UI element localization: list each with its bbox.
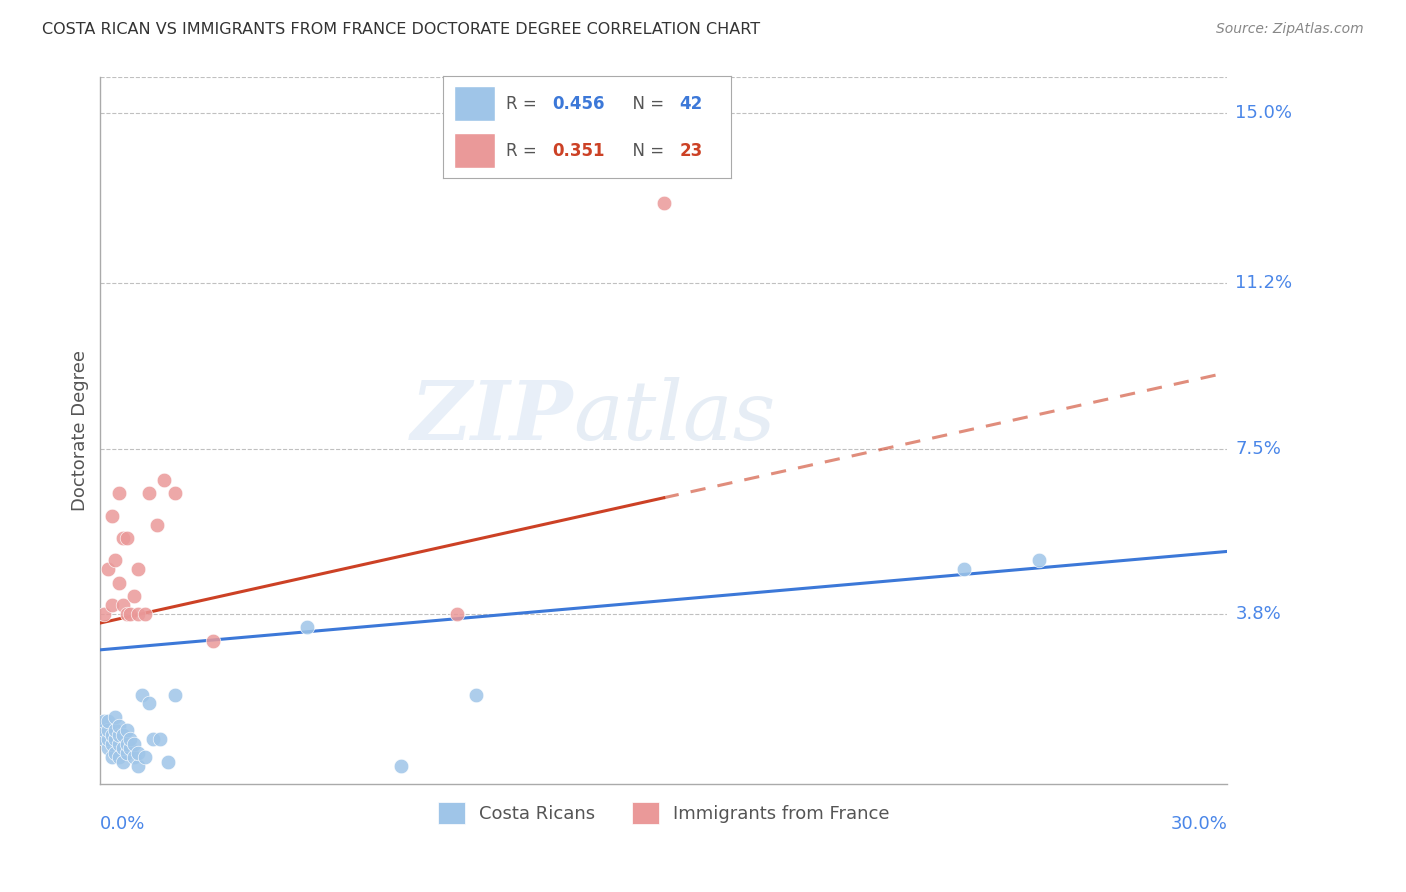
Point	[953, 562, 976, 576]
Point	[115, 737, 138, 751]
Point	[108, 719, 131, 733]
Point	[127, 562, 149, 576]
Point	[108, 728, 131, 742]
Point	[93, 732, 115, 747]
Point	[100, 508, 122, 523]
Point	[97, 741, 120, 756]
Point	[165, 486, 187, 500]
Text: 30.0%: 30.0%	[1170, 815, 1227, 833]
Point	[122, 589, 145, 603]
Point	[127, 759, 149, 773]
Point	[138, 486, 160, 500]
Point	[108, 737, 131, 751]
Point	[108, 486, 131, 500]
Text: 7.5%: 7.5%	[1236, 440, 1281, 458]
Point	[115, 531, 138, 545]
Text: 0.456: 0.456	[553, 95, 605, 112]
Bar	[454, 87, 495, 121]
Point	[131, 688, 153, 702]
Legend: Costa Ricans, Immigrants from France: Costa Ricans, Immigrants from France	[430, 795, 897, 831]
Point	[389, 759, 412, 773]
Point	[100, 737, 122, 751]
Text: R =: R =	[506, 142, 547, 160]
Point	[652, 195, 675, 210]
Point	[97, 723, 120, 738]
Point	[100, 728, 122, 742]
Point	[93, 607, 115, 621]
Point	[149, 732, 172, 747]
Point	[120, 732, 142, 747]
Point	[127, 746, 149, 760]
Text: N =: N =	[621, 142, 669, 160]
Text: 0.0%: 0.0%	[100, 815, 146, 833]
Text: N =: N =	[621, 95, 669, 112]
Point	[108, 575, 131, 590]
Point	[120, 741, 142, 756]
Point	[138, 697, 160, 711]
Point	[295, 620, 318, 634]
Text: COSTA RICAN VS IMMIGRANTS FROM FRANCE DOCTORATE DEGREE CORRELATION CHART: COSTA RICAN VS IMMIGRANTS FROM FRANCE DO…	[42, 22, 761, 37]
Point	[142, 732, 165, 747]
Point	[115, 746, 138, 760]
Point	[165, 688, 187, 702]
Point	[104, 553, 127, 567]
Text: Source: ZipAtlas.com: Source: ZipAtlas.com	[1216, 22, 1364, 37]
Point	[104, 723, 127, 738]
Point	[134, 607, 156, 621]
Point	[108, 750, 131, 764]
Point	[465, 688, 488, 702]
Point	[97, 562, 120, 576]
Point	[104, 746, 127, 760]
Point	[145, 517, 167, 532]
Point	[111, 531, 134, 545]
Text: 15.0%: 15.0%	[1236, 104, 1292, 122]
Text: 3.8%: 3.8%	[1236, 605, 1281, 623]
Point	[93, 723, 115, 738]
Point	[104, 732, 127, 747]
Point	[1028, 553, 1050, 567]
Point	[111, 741, 134, 756]
Text: R =: R =	[506, 95, 547, 112]
Point	[104, 710, 127, 724]
Point	[202, 633, 225, 648]
Text: ZIP: ZIP	[411, 376, 574, 457]
Point	[97, 732, 120, 747]
Point	[134, 750, 156, 764]
Text: 23: 23	[679, 142, 703, 160]
Y-axis label: Doctorate Degree: Doctorate Degree	[72, 351, 89, 511]
Point	[122, 737, 145, 751]
Text: 42: 42	[679, 95, 703, 112]
Point	[100, 750, 122, 764]
Text: atlas: atlas	[574, 376, 776, 457]
Point	[115, 723, 138, 738]
Point	[122, 750, 145, 764]
Point	[97, 714, 120, 729]
Point	[111, 728, 134, 742]
Point	[156, 755, 179, 769]
Point	[153, 473, 176, 487]
Text: 11.2%: 11.2%	[1236, 274, 1292, 293]
Point	[111, 598, 134, 612]
Point	[120, 607, 142, 621]
Point	[127, 607, 149, 621]
Point	[100, 598, 122, 612]
Point	[446, 607, 468, 621]
Point	[111, 755, 134, 769]
Point	[115, 607, 138, 621]
Text: 0.351: 0.351	[553, 142, 605, 160]
Bar	[454, 133, 495, 168]
Point	[93, 714, 115, 729]
